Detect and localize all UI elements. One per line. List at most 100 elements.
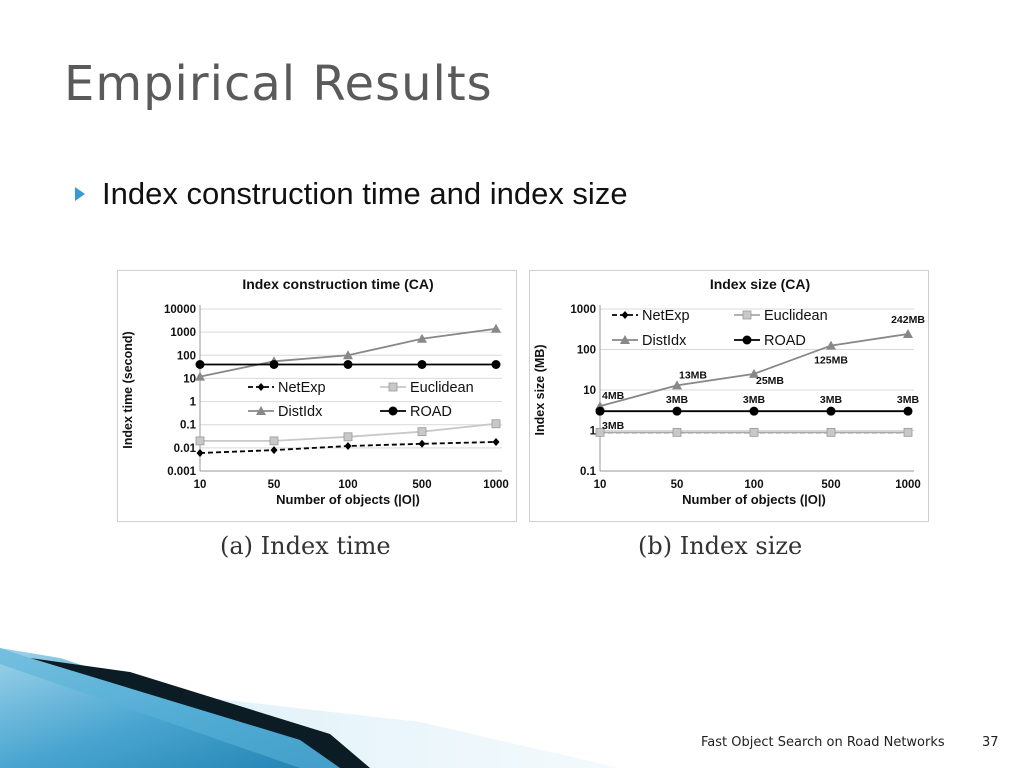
legend-marker-netexp [621,311,629,319]
data-point-euclidean [491,419,501,429]
legend-label-road: ROAD [410,404,452,420]
data-point-euclidean [672,427,682,437]
data-point-road [343,359,353,369]
data-point-euclidean [826,427,836,437]
chart-panel-index-time: Index construction time (CA) 0.001 0.01 0.1… [117,270,517,522]
page-number: 37 [982,735,999,750]
legend-marker-distidx [256,406,266,415]
data-point-euclidean [343,432,353,442]
data-point-netexp [418,439,426,448]
data-point-distidx [491,323,501,333]
data-point-distidx [826,340,836,350]
caption-index-time: (a) Index time [220,532,391,560]
x-tick-label: 50 [671,479,684,491]
legend-marker-road [388,406,398,416]
data-label: 3MB [743,394,766,406]
y-tick-label: 10000 [164,304,196,316]
y-tick-label: 10 [583,385,596,397]
x-tick-label: 10 [194,479,207,491]
legend-marker-road [742,335,752,345]
y-tick-label: 1 [190,397,197,409]
data-point-euclidean [417,427,427,437]
x-tick-label: 50 [268,479,281,491]
legend-marker-euclidean [742,310,752,320]
data-point-distidx [903,328,913,338]
legend-label-euclidean: Euclidean [410,380,474,396]
x-tick-label: 10 [594,479,607,491]
data-point-distidx [417,333,427,343]
data-point-distidx [195,371,205,381]
data-point-road [672,406,682,416]
data-point-road [595,406,605,416]
data-label: 242MB [891,314,925,326]
x-tick-label: 100 [338,479,357,491]
data-point-euclidean [269,436,279,446]
legend-marker-euclidean [388,382,398,392]
data-label: 3MB [897,394,920,406]
data-point-euclidean [595,427,605,437]
y-tick-label: 100 [177,350,196,362]
legend-label-distidx: DistIdx [278,404,323,420]
data-point-euclidean [195,436,205,446]
data-label: 4MB [602,390,625,402]
legend-marker-netexp [257,383,265,391]
legend-label-netexp: NetExp [642,308,690,324]
data-point-euclidean [903,427,913,437]
legend-label-netexp: NetExp [278,380,326,396]
legend-label-euclidean: Euclidean [764,308,828,324]
data-point-euclidean [749,427,759,437]
y-tick-label: 1000 [570,304,596,316]
x-tick-label: 100 [744,479,763,491]
data-label: 3MB [602,420,625,432]
data-point-road [903,406,913,416]
x-tick-label: 500 [821,479,840,491]
index-size-chart: Index size (CA) 0.1 1 10 100 1000 10 50 100 500 10… [533,276,925,507]
y-tick-label: 10 [183,373,196,385]
y-tick-label: 0.001 [167,466,196,478]
caption-index-size: (b) Index size [638,532,803,560]
chart-title: Index size (CA) [710,276,810,292]
x-tick-label: 1000 [483,479,509,491]
bullet-text: Index construction time and index size [102,176,628,211]
y-tick-label: 0.1 [180,420,197,432]
data-point-distidx [672,380,682,390]
data-label: 3MB [666,394,689,406]
data-point-netexp [344,442,352,451]
data-point-netexp [196,448,204,457]
slide-title: Empirical Results [64,56,493,112]
y-axis-label: Index size (MB) [533,345,547,436]
y-tick-label: 0.1 [580,466,597,478]
chart-title: Index construction time (CA) [242,276,433,292]
data-point-netexp [492,437,500,446]
legend-label-distidx: DistIdx [642,333,687,349]
x-axis-label: Number of objects (|O|) [276,492,420,507]
index-time-chart: Index construction time (CA) 0.001 0.01 0.1… [121,276,509,507]
chart-panel-index-size: Index size (CA) 0.1 1 10 100 1000 10 50 100 500 10… [529,270,929,522]
legend-label-road: ROAD [764,333,806,349]
data-point-road [195,359,205,369]
data-label: 13MB [679,369,707,381]
x-tick-label: 1000 [895,479,921,491]
data-point-distidx [343,350,353,360]
data-point-road [417,359,427,369]
data-point-distidx [749,368,759,378]
footer-text: Fast Object Search on Road Networks [701,735,945,750]
y-tick-label: 0.01 [174,443,197,455]
y-tick-label: 1 [590,426,597,438]
data-label: 3MB [820,394,843,406]
data-point-road [826,406,836,416]
y-tick-label: 100 [577,345,596,357]
legend-marker-distidx [620,335,630,344]
data-label: 25MB [756,375,784,387]
data-point-netexp [270,446,278,455]
decorative-swoosh [0,648,620,768]
x-tick-label: 500 [412,479,431,491]
y-axis-label: Index time (second) [121,331,135,448]
data-point-road [749,406,759,416]
triangle-right-icon [75,187,85,201]
data-point-road [491,359,501,369]
data-point-road [269,359,279,369]
data-label: 125MB [814,355,848,367]
y-tick-label: 1000 [170,327,196,339]
bullet-item: Index construction time and index size [74,176,628,212]
